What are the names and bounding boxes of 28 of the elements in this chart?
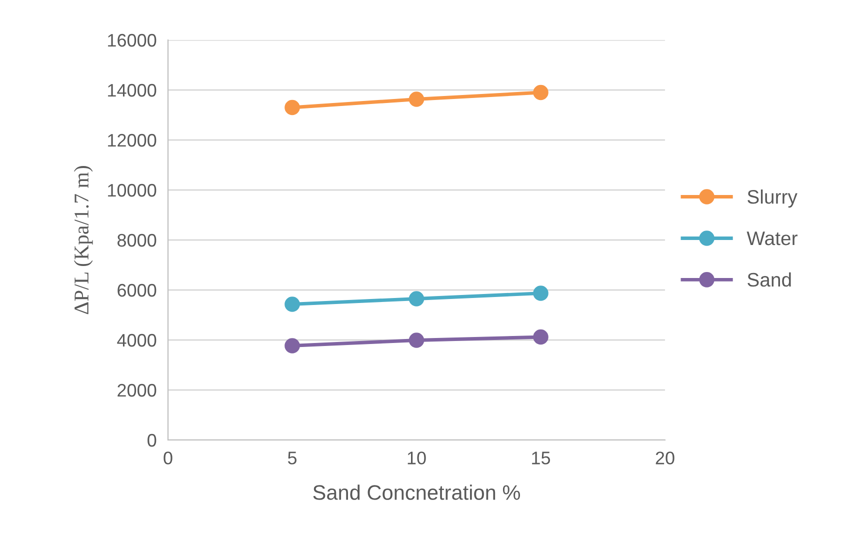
y-tick-label: 16000 <box>108 34 156 47</box>
legend-label: Water <box>746 232 798 246</box>
y-tick-label: 10000 <box>108 184 156 197</box>
y-tick-label: 14000 <box>108 84 156 97</box>
x-tick-label: 10 <box>408 452 426 464</box>
x-tick-label: 15 <box>532 452 550 464</box>
point <box>408 92 424 107</box>
point <box>284 100 300 116</box>
x-tick-label: 0 <box>164 452 172 464</box>
y-tick-label: 2000 <box>118 384 156 397</box>
y-tick-label: 6000 <box>118 284 156 297</box>
y-tick-label: 0 <box>148 434 156 447</box>
x-axis-title: Sand Concnetration % <box>313 484 520 500</box>
x-tick-label: 20 <box>656 452 674 464</box>
y-axis-title: ΔP/L (Kpa/1.7 m) <box>74 166 93 314</box>
y-tick-label: 12000 <box>108 134 156 147</box>
point <box>284 338 300 354</box>
point <box>284 296 300 312</box>
legend-label: Slurry <box>748 189 798 208</box>
y-tick-label: 4000 <box>117 334 156 347</box>
y-tick-label: 8000 <box>118 234 156 247</box>
x-tick-label: 5 <box>288 452 297 464</box>
point <box>408 332 424 348</box>
point <box>533 286 548 301</box>
legend-label: Sand <box>748 272 791 287</box>
point <box>533 84 548 100</box>
point <box>408 291 424 306</box>
point <box>533 329 548 345</box>
